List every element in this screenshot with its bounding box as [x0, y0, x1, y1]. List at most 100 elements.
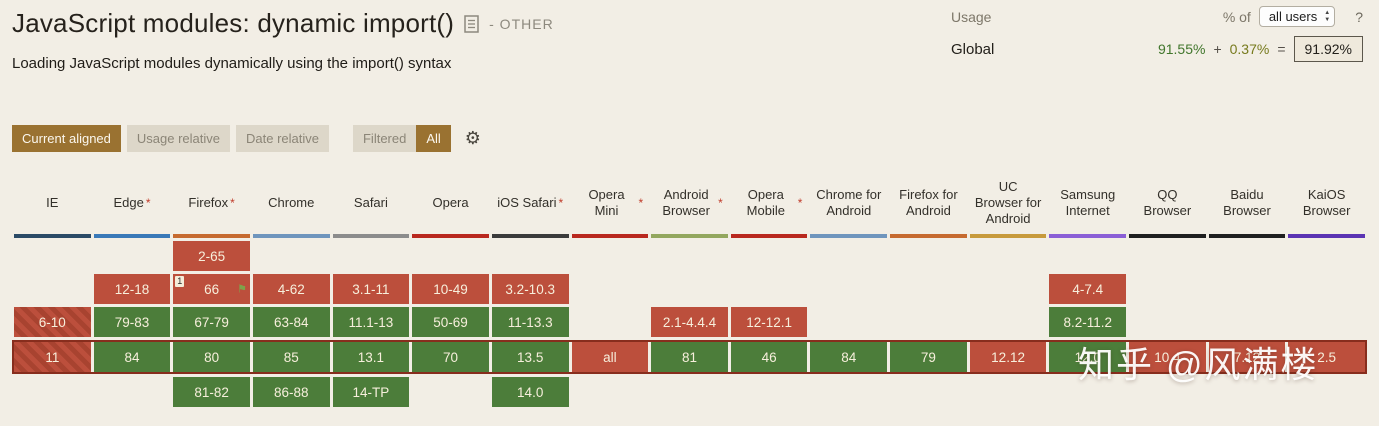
support-cell[interactable]: 3.2-10.3 — [491, 274, 569, 304]
version-row: 81-82 86-88 14-TP 14.0 — [14, 377, 1365, 407]
version-range: 12.12 — [991, 349, 1025, 365]
empty-cell — [1049, 241, 1126, 271]
support-cell[interactable]: 81-82 — [173, 377, 250, 407]
support-cell[interactable]: 66 1 ⚑ — [173, 274, 250, 304]
support-cell[interactable]: 4-62 — [252, 274, 330, 304]
date-relative-button[interactable]: Date relative — [236, 125, 329, 152]
support-cell[interactable]: 84 — [810, 342, 888, 372]
browser-header-opera[interactable]: Opera — [432, 194, 469, 210]
support-cell[interactable]: 12.0 — [1049, 342, 1127, 372]
browser-header-safari[interactable]: Safari — [353, 194, 388, 210]
support-cell[interactable]: 67-79 — [173, 307, 250, 337]
version-range: 4-7.4 — [1072, 281, 1104, 297]
support-cell[interactable]: 8.2-11.2 — [1049, 307, 1127, 337]
browser-header-uc-browser-for-android[interactable]: UC Browser for Android — [974, 178, 1042, 227]
browser-header-opera-mini[interactable]: Opera Mini * — [588, 186, 644, 218]
version-range: 63-84 — [273, 314, 309, 330]
browser-header-kaios-browser[interactable]: KaiOS Browser — [1302, 186, 1351, 218]
version-range: 2-65 — [198, 248, 226, 264]
version-range: 81-82 — [194, 384, 229, 400]
version-range: 12.0 — [1074, 349, 1101, 365]
support-cell[interactable]: 50-69 — [412, 307, 489, 337]
support-cell[interactable]: 80 — [173, 342, 250, 372]
support-cell[interactable]: 79-83 — [93, 307, 171, 337]
version-range: 4-62 — [277, 281, 305, 297]
note-asterisk: * — [638, 195, 644, 210]
support-cell[interactable]: 6-10 — [14, 307, 91, 337]
empty-cell — [651, 241, 728, 271]
support-cell[interactable]: 81 — [651, 342, 728, 372]
browser-header-baidu-browser[interactable]: Baidu Browser — [1223, 186, 1271, 218]
support-cell[interactable]: 14.0 — [491, 377, 569, 407]
browser-header-edge[interactable]: Edge * — [113, 194, 151, 210]
version-range: 14.0 — [517, 384, 544, 400]
browser-header-android-browser[interactable]: Android Browser * — [662, 186, 723, 218]
usage-relative-button[interactable]: Usage relative — [126, 125, 230, 152]
empty-cell — [970, 274, 1047, 304]
support-cell[interactable]: 4-7.4 — [1049, 274, 1127, 304]
full-support-percent: 91.55% — [1157, 41, 1206, 57]
support-cell[interactable]: 84 — [93, 342, 171, 372]
brand-bar — [730, 234, 808, 238]
browser-header-ie[interactable]: IE — [46, 194, 59, 210]
empty-cell — [890, 274, 967, 304]
browser-header-firefox[interactable]: Firefox * — [188, 194, 235, 210]
support-cell[interactable]: 12-18 — [93, 274, 171, 304]
support-cell[interactable]: 10.4 — [1129, 342, 1206, 372]
support-cell[interactable]: 14-TP — [332, 377, 410, 407]
filter-all-button[interactable]: All — [416, 125, 451, 152]
support-cell[interactable]: 11.1-13 — [332, 307, 410, 337]
support-cell[interactable]: 2-65 — [173, 241, 250, 271]
version-range: 13.1 — [357, 349, 385, 365]
support-cell[interactable]: 12.12 — [969, 342, 1047, 372]
support-cell[interactable]: 70 — [412, 342, 489, 372]
support-cell[interactable]: 3.1-11 — [332, 274, 410, 304]
filtered-button[interactable]: Filtered — [352, 125, 417, 152]
version-range: 3.1-11 — [352, 281, 390, 297]
support-cell[interactable]: 2.1-4.4.4 — [651, 307, 728, 337]
feature-description: Loading JavaScript modules dynamically u… — [12, 55, 452, 72]
usage-source-select[interactable]: all users ▲ ▼ — [1258, 6, 1336, 27]
help-link[interactable]: ? — [1355, 8, 1363, 25]
browser-header-samsung-internet[interactable]: Samsung Internet — [1060, 186, 1116, 218]
support-rows: 2-65 12-18 66 1 ⚑ 4-62 3.1-11 10-49 3.2-10.3 4-7.… — [12, 241, 1367, 407]
version-range: 84 — [841, 349, 857, 365]
empty-cell — [810, 307, 887, 337]
version-range: 86-88 — [273, 384, 309, 400]
gear-icon[interactable]: ⚙ — [464, 128, 481, 148]
support-cell[interactable]: 2.5 — [1288, 342, 1365, 372]
current-aligned-button[interactable]: Current aligned — [12, 125, 121, 152]
browser-header-chrome[interactable]: Chrome — [268, 194, 315, 210]
version-row: 2-65 — [14, 241, 1365, 271]
empty-cell — [890, 307, 967, 337]
browser-header-qq-browser[interactable]: QQ Browser — [1143, 186, 1192, 218]
support-cell[interactable]: 11 — [14, 342, 91, 372]
version-range: 66 — [204, 281, 220, 297]
browser-header-firefox-for-android[interactable]: Firefox for Android — [899, 186, 958, 218]
support-cell[interactable]: 13.1 — [332, 342, 410, 372]
empty-cell — [731, 241, 808, 271]
support-cell[interactable]: 7.12 — [1208, 342, 1286, 372]
support-cell[interactable]: 79 — [890, 342, 967, 372]
support-cell[interactable]: 13.5 — [491, 342, 569, 372]
support-cell[interactable]: 46 — [730, 342, 808, 372]
watermark: 知乎 @风满楼 — [1078, 344, 1319, 385]
empty-cell — [970, 241, 1047, 271]
empty-cell — [572, 274, 649, 304]
support-cell[interactable]: 86-88 — [252, 377, 330, 407]
browser-header-ios-safari[interactable]: iOS Safari * — [497, 194, 564, 210]
support-cell[interactable]: 63-84 — [252, 307, 330, 337]
usage-label: Usage — [951, 8, 992, 25]
support-cell[interactable]: all — [571, 342, 649, 372]
support-cell[interactable]: 85 — [252, 342, 330, 372]
support-cell[interactable]: 12-12.1 — [730, 307, 808, 337]
support-cell[interactable]: 11-13.3 — [491, 307, 569, 337]
version-range: 2.1-4.4.4 — [662, 314, 717, 330]
browser-header-chrome-for-android[interactable]: Chrome for Android — [816, 186, 882, 218]
support-cell[interactable]: 10-49 — [412, 274, 489, 304]
brand-bar — [1208, 234, 1286, 238]
version-range: 3.2-10.3 — [505, 281, 555, 297]
version-range: 11-13.3 — [507, 314, 553, 330]
browser-header-opera-mobile[interactable]: Opera Mobile * — [746, 186, 803, 218]
note-asterisk: * — [230, 195, 235, 210]
